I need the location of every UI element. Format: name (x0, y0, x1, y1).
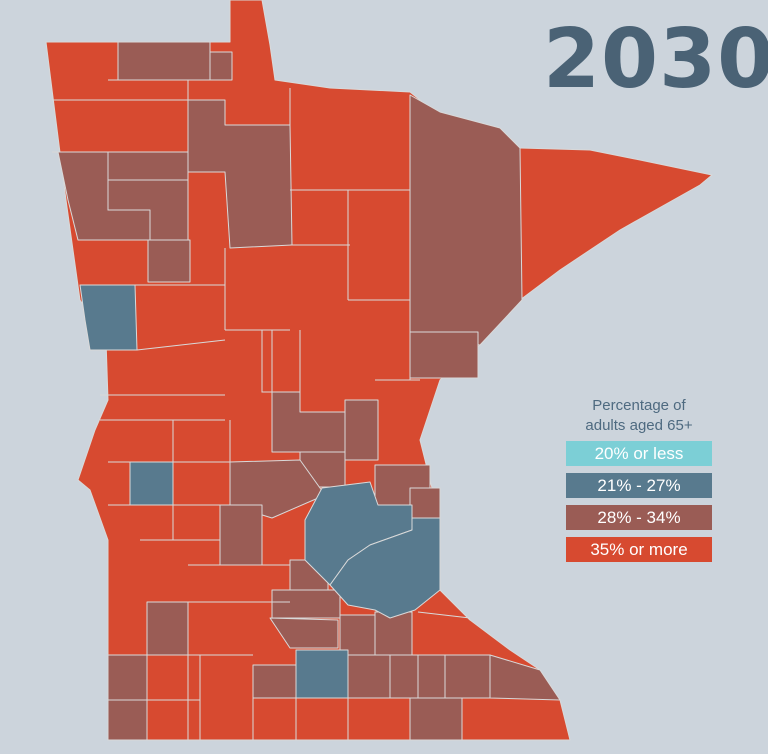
county-red-lake (107, 151, 189, 181)
county-nicollet (269, 617, 339, 649)
state-base (45, 0, 713, 741)
legend: Percentage of adults aged 65+ 20% or les… (566, 396, 712, 569)
legend-item-21-27: 21% - 27% (566, 473, 712, 498)
county-rock (107, 699, 148, 741)
county-watonwan (252, 664, 297, 699)
county-steele (389, 654, 419, 699)
county-carlton (409, 331, 479, 379)
county-olmsted (444, 654, 491, 699)
county-winona (489, 654, 561, 701)
county-blue-earth (295, 649, 349, 699)
county-sibley (271, 589, 341, 619)
county-le-sueur (339, 614, 376, 656)
county-borders (52, 79, 471, 740)
county-mahnomen (147, 239, 191, 283)
county-lac-qui-parle (129, 461, 174, 506)
county-mower (409, 697, 463, 741)
county-pine (409, 487, 441, 519)
legend-item-28-34: 28% - 34% (566, 505, 712, 530)
legend-item-20-or-less: 20% or less (566, 441, 712, 466)
legend-title: Percentage of adults aged 65+ (566, 396, 712, 436)
county-brown (146, 601, 189, 656)
legend-title-line1: Percentage of (592, 397, 686, 414)
county-clay (79, 284, 138, 351)
county-kanabec (344, 399, 379, 461)
year-title: 2030 (543, 12, 768, 107)
counties-21-27 (79, 284, 441, 699)
county-st-louis (409, 94, 523, 346)
county-kittson (117, 41, 211, 81)
county-renville (219, 504, 263, 566)
county-stearns (229, 459, 326, 519)
county-waseca (347, 654, 391, 699)
county-roseau (209, 51, 233, 81)
legend-item-35-or-more: 35% or more (566, 537, 712, 562)
counties-28-34 (57, 41, 561, 741)
legend-title-line2: adults aged 65+ (585, 417, 693, 434)
county-metro-east (329, 517, 441, 619)
county-pipestone (107, 654, 148, 701)
county-rice (374, 611, 413, 656)
county-dodge (417, 654, 446, 699)
